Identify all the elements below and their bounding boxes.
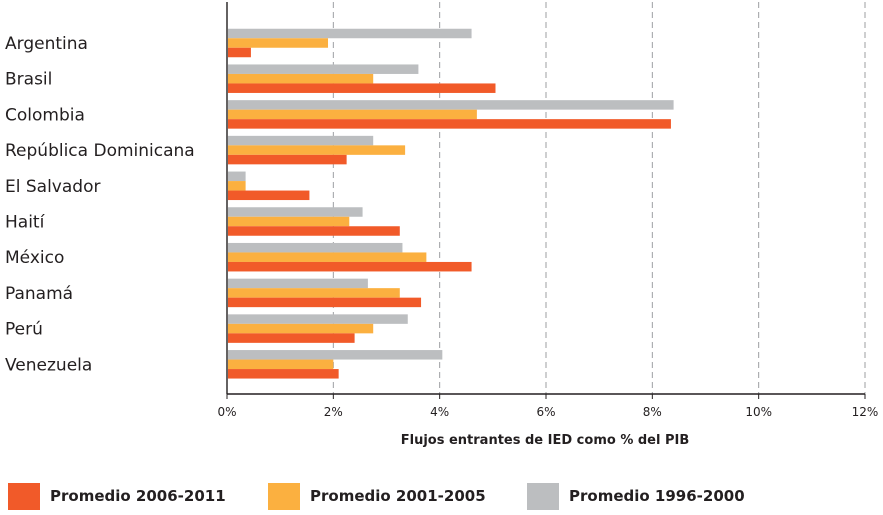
bar-per--2006-2011 <box>228 333 355 343</box>
legend-label: Promedio 2006-2011 <box>50 487 226 505</box>
bar-rep-blica-dominicana-2006-2011 <box>228 154 347 165</box>
category-label: Panamá <box>5 284 73 304</box>
category-label: México <box>5 248 64 268</box>
bar-argentina-2001-2005 <box>228 38 329 48</box>
category-label: Venezuela <box>5 355 92 375</box>
legend-label: Promedio 2001-2005 <box>310 487 486 505</box>
legend-item: Promedio 2001-2005 <box>268 482 486 510</box>
bar-hait--2001-2005 <box>228 216 350 227</box>
bar-brasil-2001-2005 <box>228 73 374 84</box>
category-label: República Dominicana <box>5 141 195 161</box>
legend-swatch <box>268 482 300 510</box>
category-label: Haití <box>5 213 46 233</box>
legend-swatch <box>8 482 40 510</box>
bar-hait--2006-2011 <box>228 226 400 236</box>
x-tick-label: 4% <box>430 405 449 419</box>
x-tick-label: 12% <box>852 405 879 419</box>
bar-colombia-2006-2011 <box>228 119 671 129</box>
x-tick-labels: 0% 2% 4% 6% 8% 10% 12% <box>217 405 878 419</box>
bar-venezuela-2006-2011 <box>228 369 339 379</box>
bar-argentina-2006-2011 <box>228 47 251 58</box>
bar-per--1996-2000 <box>228 314 408 324</box>
bar-colombia-2001-2005 <box>228 109 477 120</box>
bar-m-xico-2006-2011 <box>228 261 472 272</box>
bar-m-xico-1996-2000 <box>228 242 403 253</box>
legend: Promedio 2006-2011 Promedio 2001-2005 Prom… <box>0 482 883 515</box>
bar-chart: Argentina Brasil Colombia República Dominic… <box>5 2 878 448</box>
bar-m-xico-2001-2005 <box>228 252 427 262</box>
x-tick-label: 2% <box>324 405 343 419</box>
category-label: Brasil <box>5 70 52 90</box>
bar-colombia-1996-2000 <box>228 100 674 110</box>
category-label: Perú <box>5 320 43 340</box>
category-label: El Salvador <box>5 177 100 197</box>
x-axis-label: Flujos entrantes de IED como % del PIB <box>401 433 690 448</box>
bar-rep-blica-dominicana-1996-2000 <box>228 135 374 146</box>
bar-panam--2001-2005 <box>228 288 400 298</box>
legend-item: Promedio 1996-2000 <box>527 482 745 510</box>
x-tick-label: 8% <box>643 405 662 419</box>
legend-item: Promedio 2006-2011 <box>8 482 226 510</box>
bar-panam--2006-2011 <box>228 297 422 308</box>
grid-lines <box>332 2 866 394</box>
category-label: Colombia <box>5 105 85 125</box>
bar-venezuela-1996-2000 <box>228 350 443 360</box>
bar-rep-blica-dominicana-2001-2005 <box>228 145 406 155</box>
bar-argentina-1996-2000 <box>228 28 472 39</box>
x-tick-label: 10% <box>745 405 772 419</box>
x-tick-label: 6% <box>536 405 555 419</box>
category-labels: Argentina Brasil Colombia República Dominic… <box>5 34 195 375</box>
bar-el-salvador-2001-2005 <box>228 181 246 191</box>
bar-brasil-2006-2011 <box>228 83 496 93</box>
bars <box>228 28 674 379</box>
bar-brasil-1996-2000 <box>228 64 419 74</box>
bar-hait--1996-2000 <box>228 207 363 217</box>
category-label: Argentina <box>5 34 88 54</box>
legend-swatch <box>527 482 559 510</box>
legend-label: Promedio 1996-2000 <box>569 487 745 505</box>
bar-el-salvador-2006-2011 <box>228 190 310 201</box>
bar-per--2001-2005 <box>228 323 374 334</box>
axes <box>226 2 866 399</box>
bar-venezuela-2001-2005 <box>228 359 334 370</box>
x-tick-label: 0% <box>217 405 236 419</box>
bar-el-salvador-1996-2000 <box>228 171 246 182</box>
bar-panam--1996-2000 <box>228 278 368 289</box>
